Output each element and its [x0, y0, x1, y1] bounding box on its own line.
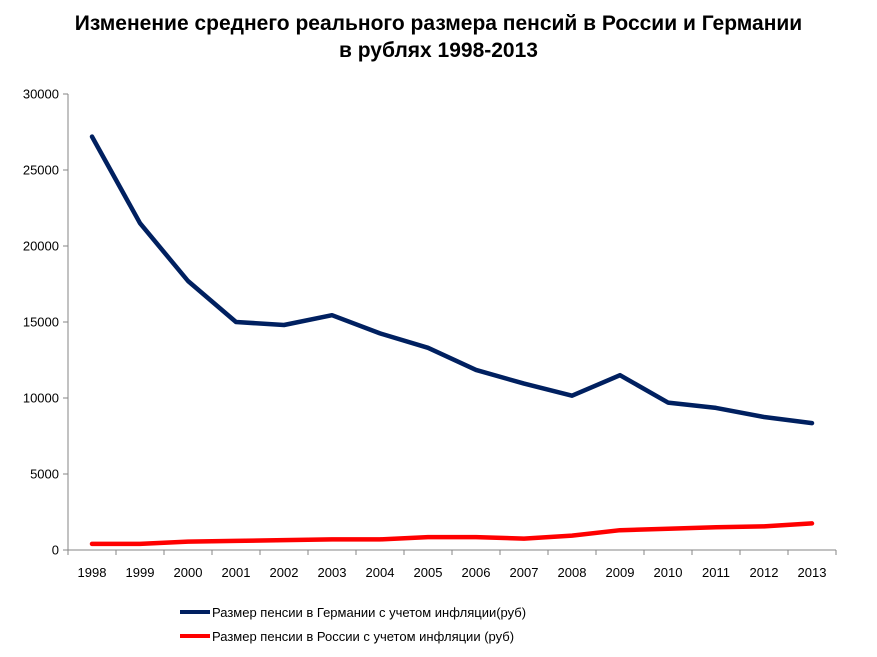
y-tick-label: 0	[52, 543, 59, 558]
x-tick-label: 2000	[174, 565, 203, 580]
chart-title: Изменение среднего реального размера пен…	[0, 10, 877, 64]
x-tick-label: 2010	[654, 565, 683, 580]
series-lines	[89, 134, 815, 547]
y-tick-label: 25000	[23, 163, 59, 178]
x-tick-label: 2003	[318, 565, 347, 580]
series-line-germany	[89, 134, 815, 426]
x-tick-label: 2006	[462, 565, 491, 580]
x-tick-label: 2007	[510, 565, 539, 580]
x-tick-label: 2013	[798, 565, 827, 580]
tick-labels: 0 5000 10000 15000 20000 25000 30000 1998 1999 20…	[23, 87, 827, 581]
legend-label-germany: Размер пенсии в Германии с учетом инфляц…	[212, 604, 527, 620]
chart-title-line2: в рублях 1998-2013	[339, 39, 538, 62]
legend-item-germany: Размер пенсии в Германии с учетом инфляц…	[180, 600, 526, 624]
axes	[63, 93, 837, 555]
x-tick-label: 2011	[702, 565, 730, 580]
x-tick-label: 2004	[366, 565, 395, 580]
x-tick-label: 2012	[750, 565, 779, 580]
legend-label-russia: Размер пенсии в России с учетом инфляции…	[212, 628, 515, 644]
legend: Размер пенсии в Германии с учетом инфляц…	[180, 600, 526, 648]
y-tick-label: 10000	[23, 391, 59, 406]
x-tick-label: 2005	[414, 565, 443, 580]
legend-swatch-russia	[180, 634, 210, 638]
series-line-russia	[89, 521, 815, 547]
legend-swatch-germany	[180, 610, 210, 614]
y-tick-label: 15000	[23, 315, 59, 330]
legend-item-russia: Размер пенсии в России с учетом инфляции…	[180, 624, 526, 648]
x-tick-label: 2008	[558, 565, 587, 580]
x-tick-label: 2009	[606, 565, 635, 580]
y-tick-label: 5000	[30, 467, 59, 482]
y-tick-label: 20000	[23, 239, 59, 254]
chart-title-line1: Изменение среднего реального размера пен…	[74, 12, 803, 35]
x-tick-label: 1999	[126, 565, 155, 580]
x-tick-label: 2001	[222, 565, 251, 580]
x-tick-label: 1998	[78, 565, 107, 580]
y-tick-label: 30000	[23, 87, 59, 102]
x-tick-label: 2002	[270, 565, 299, 580]
